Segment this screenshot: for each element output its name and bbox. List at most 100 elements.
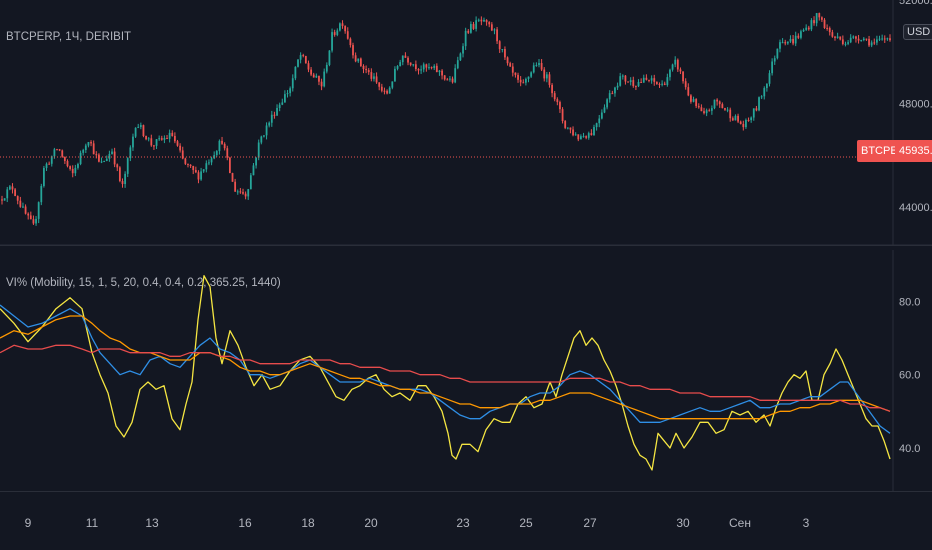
candle-body (79, 152, 82, 164)
price-axis[interactable]: 52000.0 48000.0 44000.0 (892, 0, 932, 246)
candle-body (763, 88, 766, 97)
candle-body (365, 69, 368, 71)
candle-body (506, 57, 509, 64)
candle-body (755, 108, 758, 111)
candle-body (412, 64, 415, 66)
candle-body (126, 158, 129, 174)
candle-body (84, 145, 87, 151)
indicator-tick-label: 80.0 (899, 296, 920, 308)
candle-body (459, 53, 462, 61)
candle-body (449, 78, 451, 80)
candle-body (103, 161, 106, 163)
candle-body (718, 101, 721, 105)
candle-body (527, 76, 530, 79)
candle-body (155, 139, 158, 146)
candle-body (504, 49, 506, 58)
candle-body (538, 63, 540, 66)
candle-body (765, 83, 768, 89)
candle-body (553, 93, 556, 100)
candle-body (509, 63, 512, 67)
candle-body (289, 88, 292, 94)
candle-body (561, 109, 564, 122)
candle-body (684, 81, 687, 88)
candle-body (886, 38, 889, 40)
candle-body (637, 81, 640, 87)
candles-group (1, 12, 891, 226)
candle-body (118, 167, 121, 182)
time-tick-label: 27 (583, 516, 597, 530)
candle-body (187, 163, 189, 165)
candle-body (221, 140, 223, 144)
candle-body (666, 77, 669, 85)
candle-body (540, 63, 543, 70)
candle-body (168, 132, 171, 139)
candle-body (710, 108, 713, 111)
candle-body (323, 71, 326, 87)
candle-body (56, 149, 58, 151)
time-tick-label: 11 (86, 516, 99, 530)
candle-body (857, 38, 860, 41)
candle-body (297, 59, 299, 67)
candle-body (739, 121, 742, 124)
candle-body (590, 133, 593, 136)
last-price-tag-value: 45935.0 (895, 140, 932, 162)
candle-body (585, 136, 588, 138)
candle-body (847, 42, 849, 44)
candle-body (108, 153, 111, 159)
candle-body (197, 172, 200, 180)
candle-body (257, 142, 260, 158)
candle-body (370, 72, 373, 79)
candle-body (443, 75, 446, 80)
candle-body (48, 163, 51, 165)
candle-body (367, 70, 370, 73)
candle-body (294, 66, 297, 79)
candle-body (800, 31, 802, 38)
candle-body (339, 23, 341, 31)
candle-body (273, 114, 276, 116)
indicator-pane[interactable]: 80.0 60.0 40.0 (0, 250, 932, 492)
candle-body (598, 118, 601, 124)
candle-body (422, 64, 425, 70)
candle-body (105, 158, 108, 162)
candle-body (373, 76, 375, 79)
indicator-axis[interactable]: 80.0 60.0 40.0 (892, 250, 920, 492)
price-tick-label: 48000.0 (899, 99, 932, 111)
candle-body (836, 36, 839, 38)
candle-body (113, 151, 116, 165)
candle-body (682, 71, 684, 82)
candle-body (394, 68, 396, 82)
candle-body (700, 107, 703, 112)
candle-body (716, 99, 719, 102)
price-pane[interactable]: 52000.0 48000.0 44000.0 (0, 0, 932, 246)
indicator-tick-label: 60.0 (899, 370, 920, 382)
candle-body (344, 26, 347, 32)
candle-body (1, 199, 3, 201)
candle-body (194, 170, 197, 173)
candle-body (745, 119, 747, 128)
candle-body (401, 55, 404, 63)
candle-body (600, 112, 603, 119)
candle-body (577, 134, 580, 140)
time-axis[interactable]: 9 11 13 16 18 20 23 25 27 30 Сен 3 (0, 492, 932, 550)
candle-body (265, 125, 268, 136)
candle-body (284, 94, 286, 103)
candle-body (90, 142, 92, 144)
candle-body (648, 79, 650, 81)
candle-body (519, 79, 522, 83)
candle-body (695, 99, 698, 107)
currency-button[interactable]: USD (903, 24, 932, 40)
candle-body (556, 99, 559, 103)
candle-body (37, 202, 40, 219)
candle-body (614, 87, 616, 94)
candle-body (69, 166, 72, 169)
candle-body (773, 58, 776, 62)
indicator-lines (0, 275, 891, 471)
candle-body (750, 117, 753, 121)
candle-body (454, 68, 457, 83)
candle-body (616, 85, 619, 88)
candle-body (150, 138, 153, 146)
candle-body (543, 69, 546, 79)
candle-body (160, 138, 163, 140)
candle-body (868, 38, 870, 46)
